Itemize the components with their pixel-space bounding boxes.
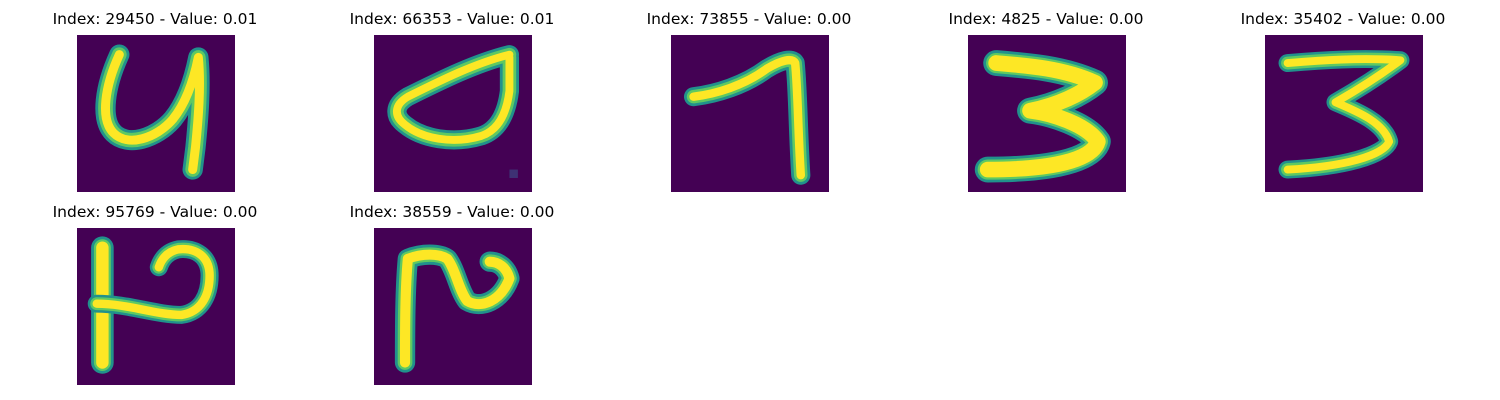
panel-title: Index: 73855 - Value: 0.00 [646, 10, 852, 28]
panel-title: Index: 35402 - Value: 0.00 [1240, 10, 1446, 28]
digit-image [671, 35, 829, 192]
a-glyph [374, 35, 532, 192]
digit-image [374, 228, 532, 385]
panel-1: Index: 29450 - Value: 0.01 [0, 0, 300, 192]
panel-title: Index: 38559 - Value: 0.00 [349, 203, 555, 221]
panel-title: Index: 95769 - Value: 0.00 [52, 203, 258, 221]
panel-title: Index: 29450 - Value: 0.01 [52, 10, 258, 28]
digit-4-glyph [77, 35, 235, 192]
panel-2: Index: 66353 - Value: 0.01 [297, 0, 597, 192]
digit-7-glyph [671, 35, 829, 192]
digit-3-glyph [1265, 35, 1423, 192]
digit-image [374, 35, 532, 192]
digit-image [77, 35, 235, 192]
digit-image [77, 228, 235, 385]
panel-3: Index: 73855 - Value: 0.00 [594, 0, 894, 192]
p-glyph [77, 228, 235, 385]
panel-6: Index: 95769 - Value: 0.00 [0, 193, 300, 385]
panel-4: Index: 4825 - Value: 0.00 [891, 0, 1191, 192]
r-glyph [374, 228, 532, 385]
panel-title: Index: 4825 - Value: 0.00 [948, 10, 1144, 28]
digit-3-glyph [968, 35, 1126, 192]
panel-5: Index: 35402 - Value: 0.00 [1188, 0, 1488, 192]
digit-image [968, 35, 1126, 192]
digit-image [1265, 35, 1423, 192]
panel-7: Index: 38559 - Value: 0.00 [297, 193, 597, 385]
panel-title: Index: 66353 - Value: 0.01 [349, 10, 555, 28]
